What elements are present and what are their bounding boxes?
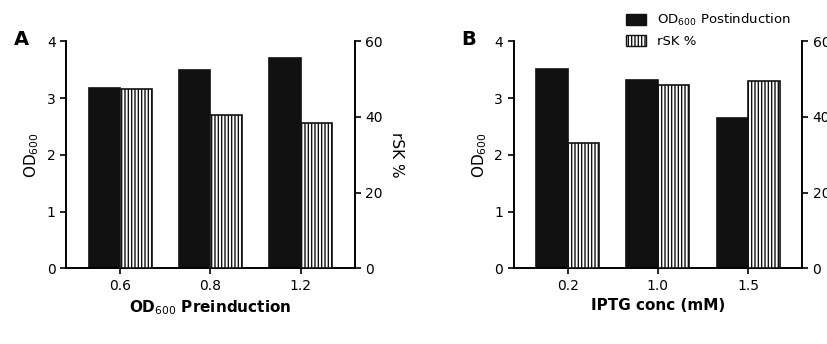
Bar <box>716 118 748 268</box>
Text: A: A <box>14 30 29 49</box>
Bar <box>269 58 301 268</box>
Y-axis label: OD$_{600}$: OD$_{600}$ <box>470 132 489 178</box>
Text: B: B <box>461 30 476 49</box>
Legend: OD$_{600}$ Postinduction, rSK %: OD$_{600}$ Postinduction, rSK % <box>621 7 796 53</box>
X-axis label: IPTG conc (mM): IPTG conc (mM) <box>590 298 725 313</box>
Bar <box>211 115 242 268</box>
Bar <box>536 68 567 268</box>
Bar <box>657 85 690 268</box>
Bar <box>567 143 600 268</box>
Y-axis label: OD$_{600}$: OD$_{600}$ <box>22 132 41 178</box>
Y-axis label: rSK %: rSK % <box>389 132 404 178</box>
Bar <box>179 69 211 268</box>
Bar <box>626 80 657 268</box>
Bar <box>88 88 120 268</box>
Bar <box>120 88 152 268</box>
X-axis label: OD$_{600}$ Preinduction: OD$_{600}$ Preinduction <box>129 298 292 317</box>
Bar <box>748 81 780 268</box>
Bar <box>301 123 332 268</box>
